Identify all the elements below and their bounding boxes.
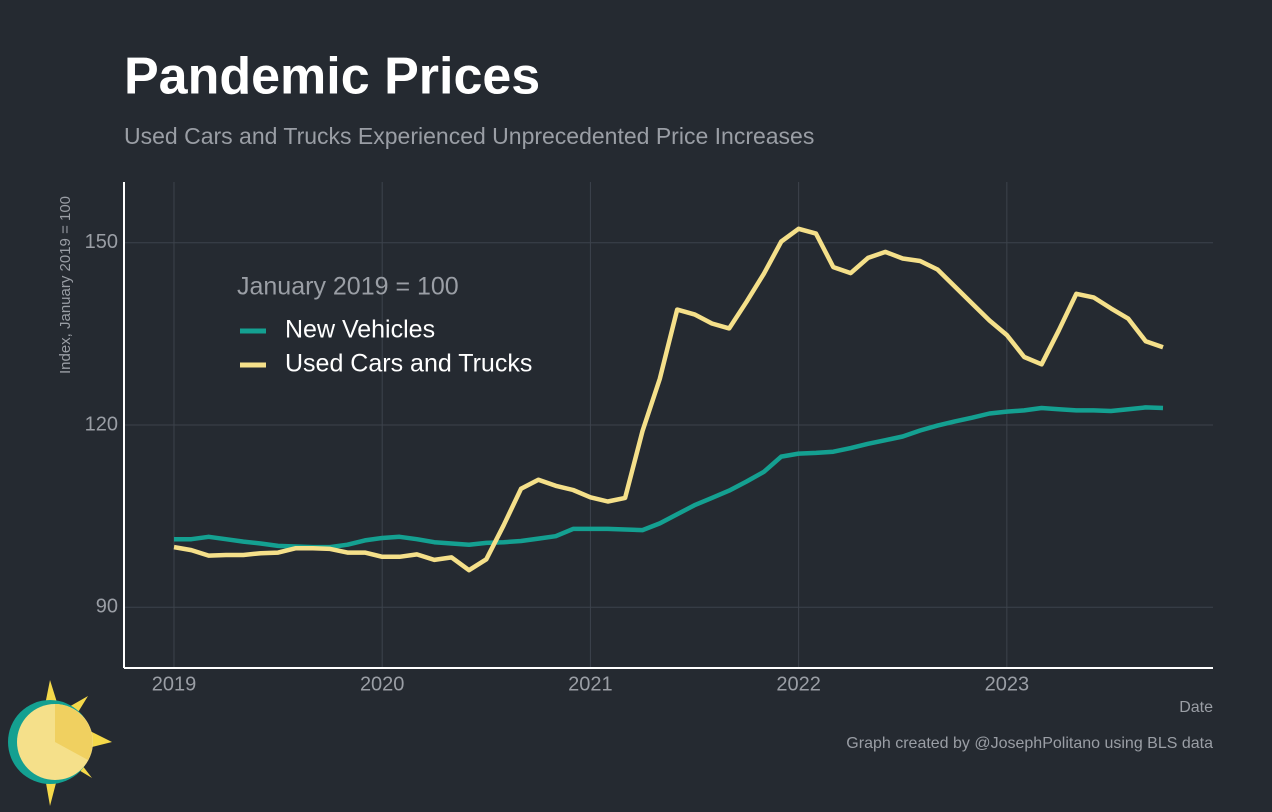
x-tick-label: 2020	[360, 673, 405, 695]
y-tick-label: 90	[96, 596, 118, 618]
x-tick-label: 2021	[568, 673, 613, 695]
legend-label: Used Cars and Trucks	[285, 350, 532, 378]
y-axis-title: Index, January 2019 = 100	[57, 196, 74, 374]
chart-title: Pandemic Prices	[124, 48, 540, 106]
x-tick-label: 2022	[776, 673, 821, 695]
legend-label: New Vehicles	[285, 316, 435, 344]
y-tick-label: 120	[85, 413, 118, 435]
logo	[8, 680, 112, 806]
x-axis-title: Date	[1179, 699, 1213, 716]
series-line	[173, 226, 1164, 573]
x-tick-label: 2019	[152, 673, 197, 695]
chart-subtitle: Used Cars and Trucks Experienced Unprece…	[124, 123, 814, 149]
source-note: Graph created by @JosephPolitano using B…	[846, 735, 1213, 752]
series-line	[174, 405, 1164, 550]
legend-title: January 2019 = 100	[237, 273, 459, 301]
x-tick-label: 2023	[985, 673, 1030, 695]
y-tick-label: 150	[85, 231, 118, 253]
